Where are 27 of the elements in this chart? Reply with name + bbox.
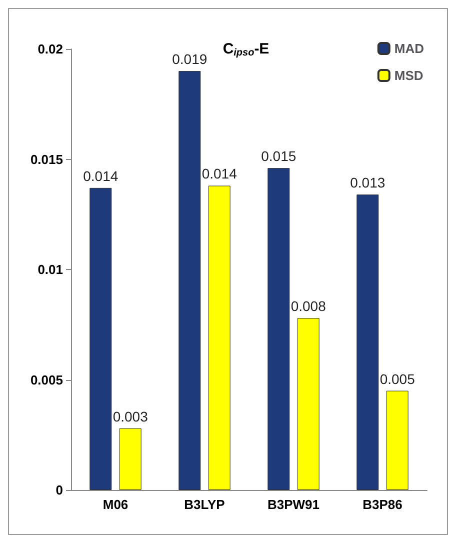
y-tick-label: 0.01	[38, 262, 63, 277]
bar	[386, 390, 408, 490]
bar	[268, 168, 290, 490]
data-label: 0.003	[112, 408, 148, 424]
bar	[356, 194, 379, 490]
x-tick-label: B3LYP	[184, 497, 226, 512]
data-label: 0.008	[290, 298, 326, 314]
data-label: 0.014	[202, 166, 238, 182]
bar	[297, 318, 320, 490]
bar	[119, 428, 142, 490]
data-label: 0.014	[83, 168, 118, 184]
y-tick-label: 0.005	[30, 372, 63, 388]
y-tick-label: 0	[56, 482, 63, 498]
x-tick-label: B3P86	[362, 497, 402, 512]
legend-label: MSD	[394, 68, 424, 83]
bar	[178, 71, 201, 490]
legend-label: MAD	[394, 41, 424, 56]
x-tick-label: B3PW91	[267, 497, 320, 512]
x-tick-label: M06	[102, 497, 128, 512]
y-tick-label: 0.02	[38, 42, 63, 56]
data-label: 0.015	[261, 148, 296, 164]
y-tick-label: 0.015	[30, 152, 63, 167]
data-label: 0.019	[172, 51, 208, 68]
data-label: 0.013	[350, 174, 386, 191]
bar	[90, 188, 112, 490]
data-label: 0.005	[380, 370, 416, 387]
bar	[208, 186, 230, 490]
